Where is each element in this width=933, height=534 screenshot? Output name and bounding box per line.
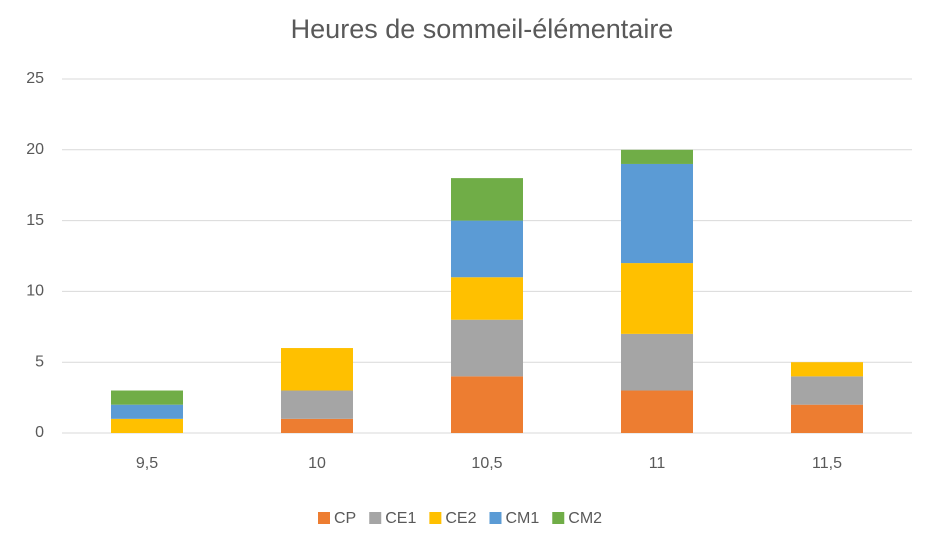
bar-segment [451, 178, 523, 221]
x-tick-label: 9,5 [136, 455, 158, 472]
y-tick-label: 20 [26, 141, 44, 158]
x-tick-label: 10,5 [471, 455, 502, 472]
bar-segment [281, 418, 353, 433]
legend-swatch [489, 512, 502, 524]
x-tick-label: 11 [649, 455, 666, 472]
bar-segment [451, 220, 523, 278]
y-tick-label: 5 [35, 353, 44, 370]
y-tick-label: 25 [26, 70, 44, 87]
legend-swatch [318, 512, 330, 524]
bar-segment [791, 376, 863, 405]
legend-label: CM2 [568, 510, 602, 527]
x-tick-label: 11,5 [812, 455, 842, 472]
bar-segment [451, 376, 523, 433]
legend-label: CM1 [505, 510, 539, 527]
bar-segment [791, 362, 863, 377]
bar-segment [111, 418, 183, 433]
legend-swatch [552, 512, 565, 524]
bar-segment [621, 333, 693, 391]
bar-segment [281, 390, 353, 419]
legend-swatch [369, 512, 382, 524]
bar-segment [111, 390, 183, 405]
bar-segment [451, 319, 523, 377]
x-tick-label: 10 [308, 455, 326, 472]
y-tick-label: 15 [26, 212, 44, 229]
bar-segment [621, 263, 693, 334]
legend-label: CP [334, 510, 356, 527]
legend-label: CE1 [385, 510, 416, 527]
bar-segment [111, 404, 183, 419]
chart-title: Heures de sommeil-élémentaire [291, 14, 674, 44]
bar-segment [621, 163, 693, 264]
bar-segment [621, 149, 693, 164]
y-tick-label: 0 [35, 424, 44, 441]
legend-label: CE2 [445, 510, 476, 527]
bar-segment [621, 390, 693, 433]
y-tick-label: 10 [26, 283, 44, 300]
legend-swatch [429, 512, 442, 524]
bar-segment [791, 404, 863, 433]
bar-segment [451, 277, 523, 320]
bar-segment [281, 348, 353, 391]
